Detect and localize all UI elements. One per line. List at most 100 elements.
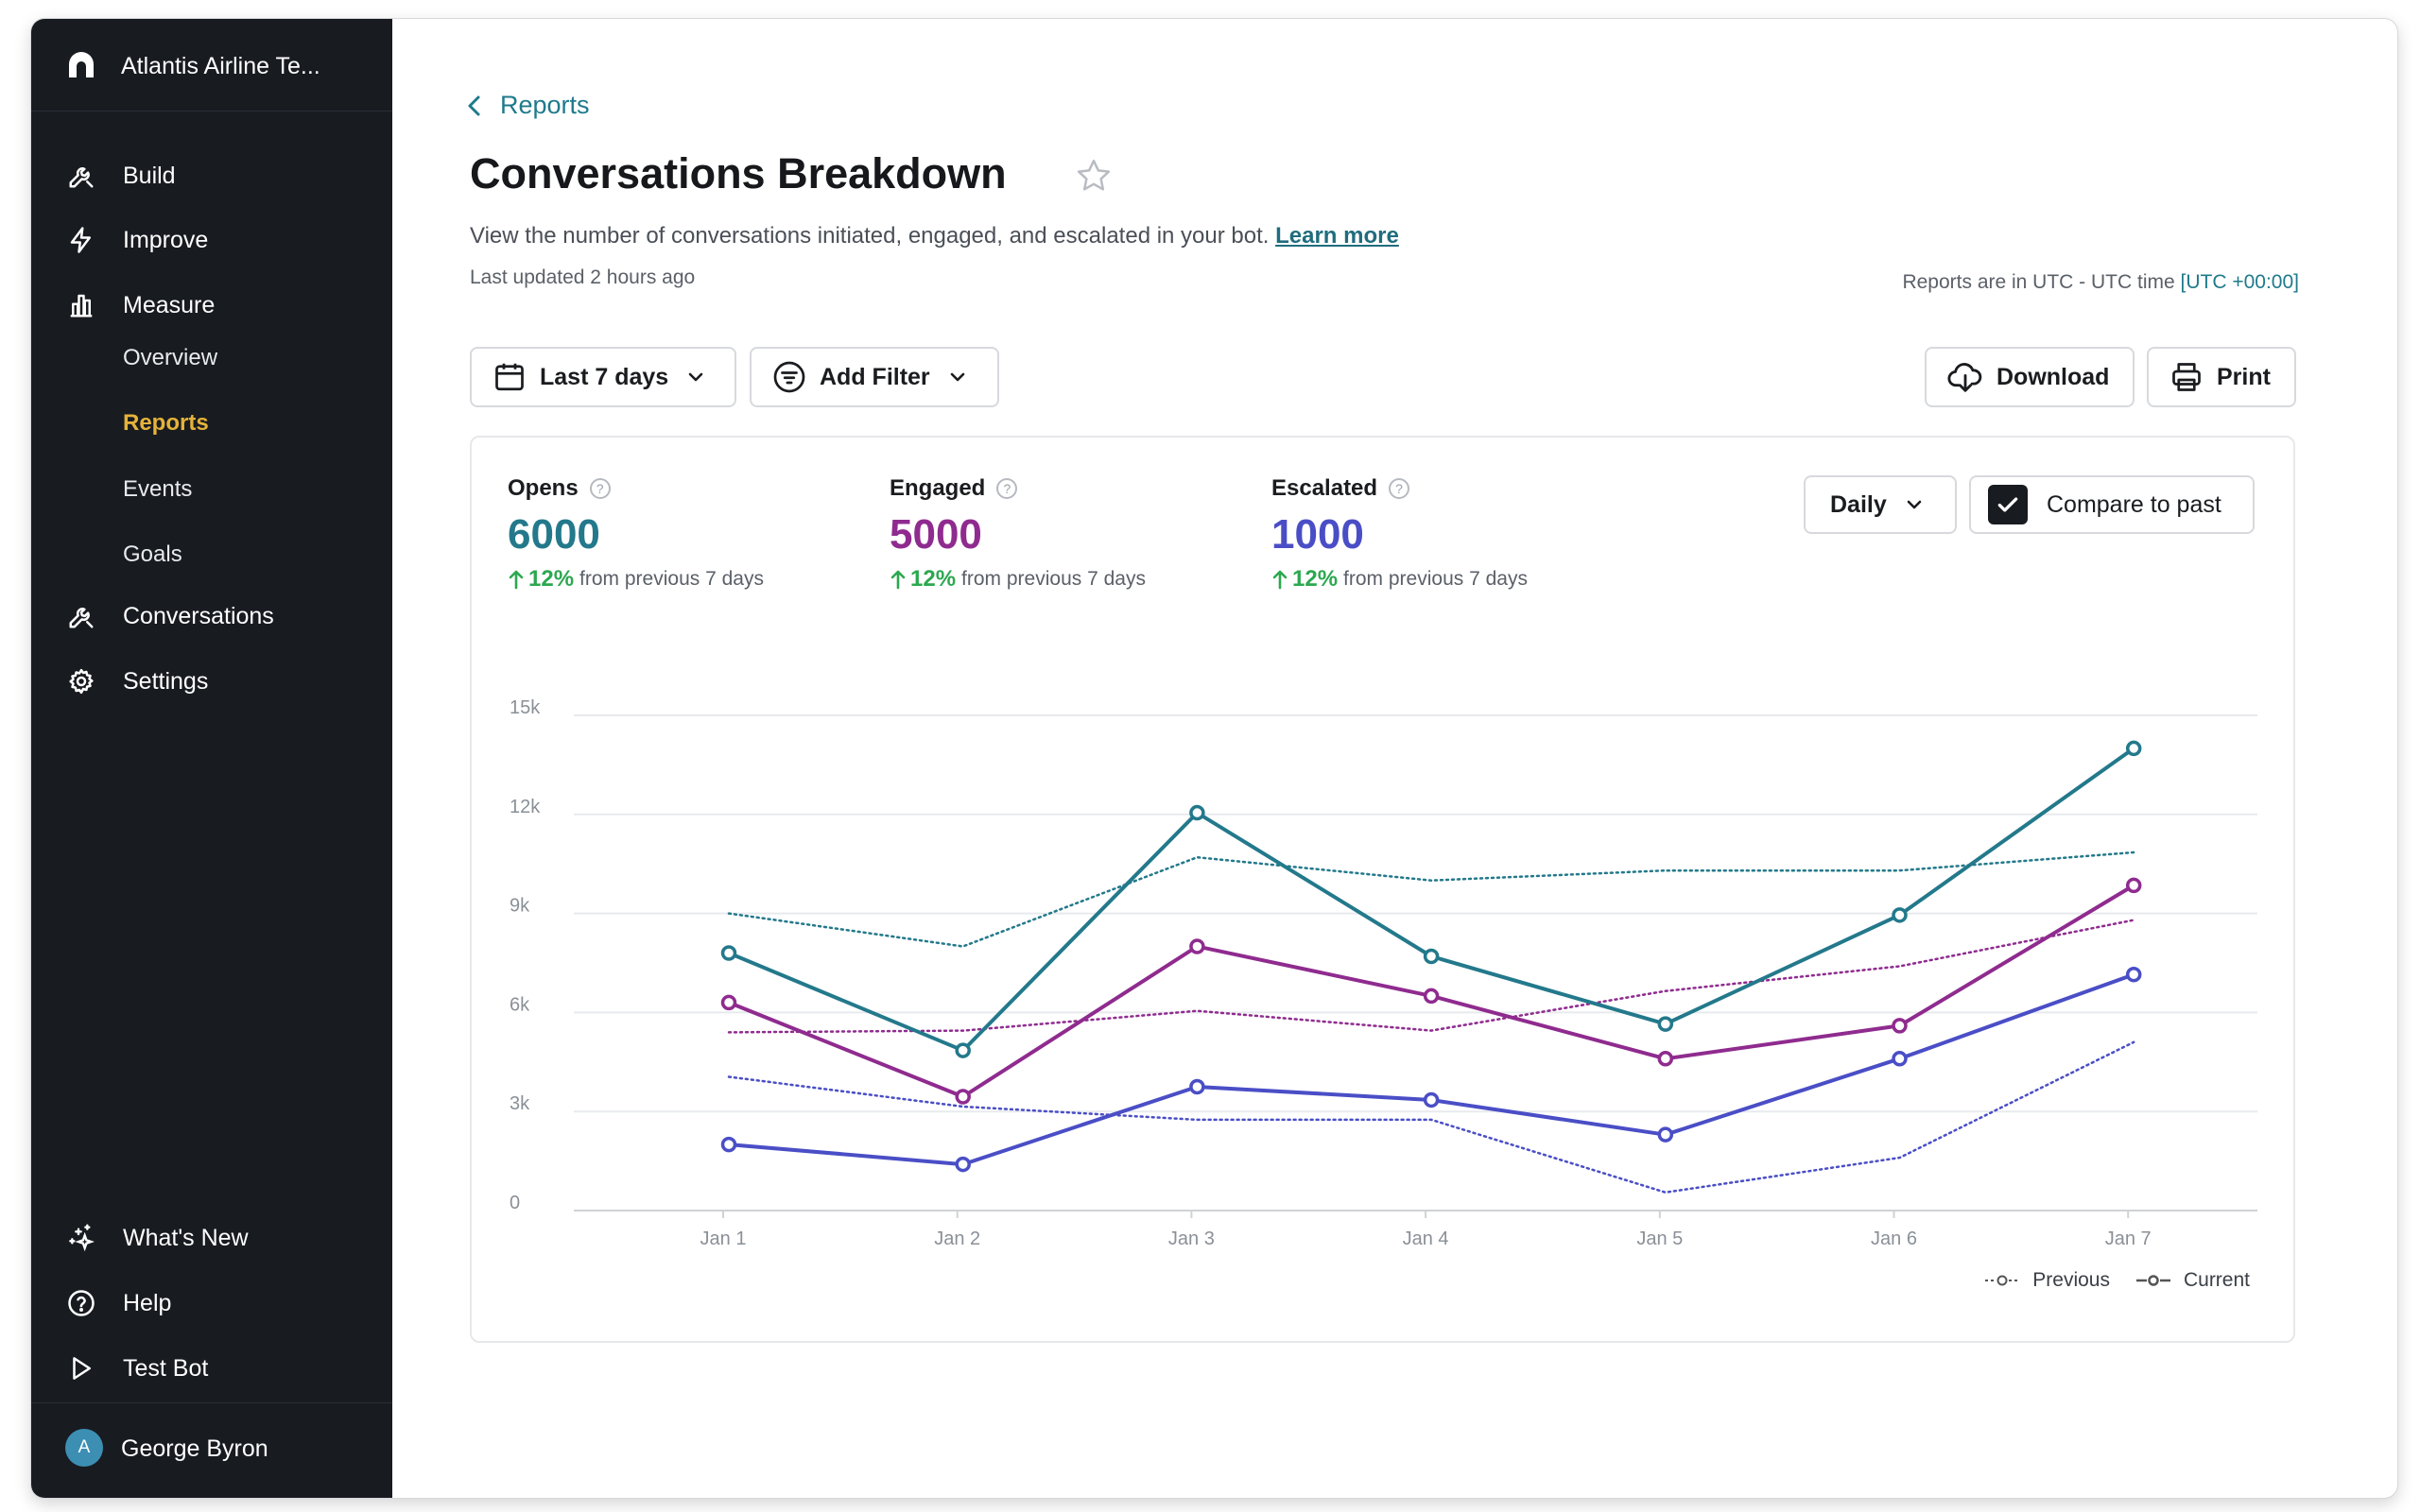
legend-current-marker — [2135, 1275, 2170, 1286]
sidebar-item-label: Settings — [123, 667, 209, 695]
metric-label: Engaged ? — [890, 475, 1146, 502]
arrow-up-icon — [890, 570, 906, 590]
metric-opens: Opens ? 6000 12% from previous 7 days — [508, 475, 764, 593]
data-point-opens — [955, 1042, 971, 1058]
metric-value: 1000 — [1271, 511, 1364, 558]
data-point-engaged — [1892, 1018, 1908, 1034]
data-point-escalated — [1423, 1091, 1440, 1108]
lightning-icon — [70, 227, 91, 253]
metric-change: 12% from previous 7 days — [508, 566, 764, 593]
data-point-escalated — [1189, 1078, 1205, 1095]
arrow-up-icon — [1272, 570, 1288, 590]
metric-change: 12% from previous 7 days — [890, 566, 1146, 593]
interval-dropdown[interactable]: Daily — [1804, 475, 1957, 534]
help-icon[interactable]: ? — [1389, 478, 1410, 499]
sidebar-subitem-overview[interactable]: Overview — [123, 345, 218, 370]
sidebar-item-measure[interactable]: Measure — [31, 279, 392, 332]
user-name[interactable]: George Byron — [121, 1435, 268, 1462]
compare-checkbox[interactable] — [1988, 485, 2028, 524]
metric-label: Opens ? — [508, 475, 764, 502]
data-point-escalated — [1657, 1126, 1674, 1143]
wrench-icon — [69, 167, 94, 188]
metric-change-text: from previous 7 days — [579, 568, 764, 590]
legend-current-label: Current — [2183, 1269, 2250, 1291]
sidebar-subitem-reports[interactable]: Reports — [123, 410, 209, 436]
legend-previous: Previous — [1983, 1269, 2110, 1292]
help-circle-icon — [68, 1290, 95, 1316]
metric-engaged: Engaged ? 5000 12% from previous 7 days — [890, 475, 1146, 593]
breadcrumb-link: Reports — [500, 91, 590, 119]
metric-change: 12% from previous 7 days — [1271, 566, 1528, 593]
metric-change-text: from previous 7 days — [1343, 568, 1528, 590]
metric-label-text: Escalated — [1271, 475, 1378, 501]
sidebar-item-conversations[interactable]: Conversations — [31, 590, 392, 643]
timezone-note: Reports are in UTC - UTC time [UTC +00:0… — [1902, 271, 2299, 294]
data-point-engaged — [2125, 877, 2142, 894]
series-line-opens-previous — [727, 850, 2135, 948]
sidebar-divider — [31, 1402, 392, 1403]
series-line-opens-current — [728, 747, 2135, 1053]
legend-previous-marker — [1985, 1275, 2020, 1286]
star-icon[interactable] — [1075, 157, 1113, 195]
sidebar-item-label: Measure — [123, 291, 216, 318]
data-point-opens — [1657, 1016, 1674, 1032]
learn-more-link[interactable]: Learn more — [1275, 223, 1399, 249]
help-icon[interactable]: ? — [996, 478, 1018, 499]
sidebar-item-build[interactable]: Build — [31, 149, 392, 202]
data-point-escalated — [955, 1156, 971, 1173]
x-tick-label: Jan 6 — [1871, 1228, 1917, 1249]
metric-escalated: Escalated ? 1000 12% from previous 7 day… — [1271, 475, 1528, 593]
data-point-escalated — [1892, 1051, 1908, 1067]
sidebar-item-test-bot[interactable]: Test Bot — [31, 1342, 392, 1395]
y-tick-label: 3k — [510, 1093, 530, 1114]
data-point-escalated — [2125, 966, 2142, 983]
chart-legend: Previous Current — [1959, 1269, 2250, 1292]
data-point-opens — [1423, 948, 1440, 965]
help-icon[interactable]: ? — [589, 478, 611, 499]
x-tick-label: Jan 2 — [934, 1228, 980, 1249]
play-icon — [73, 1357, 91, 1380]
data-point-opens — [2125, 740, 2142, 757]
sidebar-item-settings[interactable]: Settings — [31, 655, 392, 708]
avatar[interactable]: A — [65, 1429, 103, 1467]
metric-value: 6000 — [508, 511, 600, 558]
date-range-label: Last 7 days — [540, 363, 669, 390]
sidebar-item-label: Build — [123, 162, 176, 189]
calendar-icon — [495, 363, 524, 391]
sidebar-subitem-goals[interactable]: Goals — [123, 541, 182, 567]
download-button[interactable]: Download — [1925, 347, 2135, 407]
bar-chart-icon — [70, 294, 93, 318]
line-chart: 0 3k 6k 9k 12k 15k Jan 1 Jan 2 Jan 3 Jan 4 Jan 5 Ja… — [510, 697, 2257, 1249]
x-tick-label: Jan 4 — [1403, 1228, 1449, 1249]
timezone-text: Reports are in UTC - UTC time — [1902, 271, 2175, 293]
print-button[interactable]: Print — [2147, 347, 2296, 407]
metric-change-pct: 12% — [528, 566, 575, 592]
data-point-engaged — [1657, 1051, 1674, 1067]
sidebar-item-whats-new[interactable]: What's New — [31, 1211, 392, 1264]
sidebar-item-help[interactable]: Help — [31, 1277, 392, 1330]
add-filter-dropdown[interactable]: Add Filter — [750, 347, 999, 407]
main-content: Reports Conversations Breakdown View the… — [392, 19, 2397, 1498]
org-switcher[interactable]: Atlantis Airline Te... — [31, 19, 392, 112]
timezone-link[interactable]: [UTC +00:00] — [2180, 271, 2299, 293]
filter-icon — [773, 361, 805, 393]
data-point-engaged — [955, 1089, 971, 1105]
sidebar-item-improve[interactable]: Improve — [31, 214, 392, 266]
x-tick-label: Jan 1 — [700, 1228, 747, 1249]
download-label: Download — [1996, 363, 2110, 390]
data-point-engaged — [1423, 988, 1440, 1005]
sidebar-subitem-events[interactable]: Events — [123, 476, 193, 502]
breadcrumb[interactable]: Reports — [466, 91, 590, 120]
description-text: View the number of conversations initiat… — [470, 223, 1270, 249]
interval-label: Daily — [1830, 490, 1887, 518]
sparkle-icon — [69, 1224, 95, 1252]
chevron-down-icon — [1907, 500, 1922, 509]
x-tick-label: Jan 3 — [1168, 1228, 1215, 1249]
sidebar: Atlantis Airline Te... Build Improve Mea… — [31, 19, 392, 1498]
chevron-down-icon — [950, 372, 964, 382]
date-range-dropdown[interactable]: Last 7 days — [470, 347, 736, 407]
y-tick-label: 9k — [510, 896, 530, 917]
compare-label: Compare to past — [2047, 490, 2221, 518]
sidebar-item-label: Help — [123, 1289, 172, 1316]
compare-to-past-toggle[interactable]: Compare to past — [1969, 475, 2255, 534]
